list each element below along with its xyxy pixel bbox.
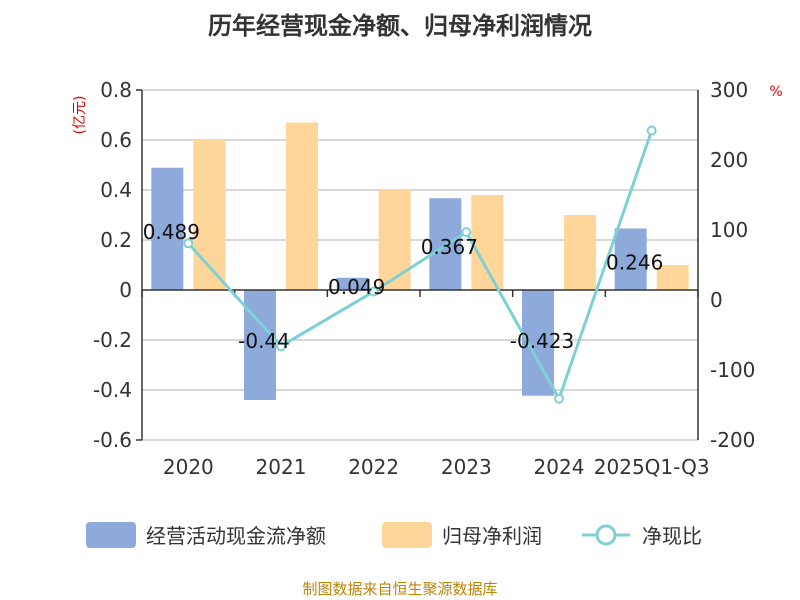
left-tick-label: 0.4	[100, 178, 132, 202]
left-tick-label: 0.6	[100, 128, 132, 152]
x-tick-label: 2020	[163, 455, 214, 479]
left-tick-label: -0.4	[93, 378, 132, 402]
legend-label-cashflow: 经营活动现金流净额	[146, 524, 326, 548]
source-note: 制图数据来自恒生聚源数据库	[302, 580, 497, 598]
legend-label-net-profit: 归母净利润	[442, 524, 542, 548]
ratio-point	[646, 125, 657, 136]
bar-net-profit	[564, 215, 596, 290]
right-tick-label: -100	[710, 358, 755, 382]
x-tick-label: 2023	[441, 455, 492, 479]
left-tick-label: -0.2	[93, 328, 132, 352]
chart-title: 历年经营现金净额、归母净利润情况	[208, 12, 592, 40]
left-tick-label: 0.8	[100, 78, 132, 102]
x-tick-label: 2025Q1-Q3	[594, 455, 710, 479]
x-tick-label: 2022	[348, 455, 399, 479]
bar-net-profit	[656, 265, 689, 290]
left-axis-unit: (亿元)	[72, 96, 88, 135]
right-tick-label: -200	[710, 428, 755, 452]
data-label-cashflow: 0.049	[328, 275, 385, 299]
right-tick-label: 200	[710, 148, 748, 172]
bar-net-profit	[378, 190, 411, 290]
legend-swatch-net-profit	[382, 522, 432, 548]
right-axis-unit: %	[769, 84, 782, 100]
legend-marker-ratio	[595, 524, 617, 546]
data-label-cashflow: 0.246	[606, 250, 663, 274]
ratio-line	[183, 125, 657, 404]
right-tick-label: 0	[710, 288, 723, 312]
ratio-point	[554, 393, 564, 404]
ratio-point	[368, 286, 379, 297]
bar-cashflow	[336, 277, 369, 290]
legend-label-ratio: 净现比	[642, 524, 702, 548]
legend-swatch-cashflow	[86, 522, 136, 548]
bar-cashflow	[614, 228, 647, 290]
bar-net-profit	[471, 195, 504, 290]
left-tick-label: 0	[119, 278, 132, 302]
data-label-cashflow: -0.44	[238, 329, 290, 353]
x-tick-label: 2024	[534, 455, 585, 479]
tick-labels: 0.8 0.6 0.4 0.2 0 -0.2 -0.4 -0.6 300 200 100 0 -100 -…	[93, 78, 755, 479]
right-tick-label: 300	[710, 78, 748, 102]
right-tick-label: 100	[710, 218, 748, 242]
data-label-cashflow: -0.423	[510, 329, 574, 353]
gridlines	[142, 89, 698, 441]
legend: 经营活动现金流净额 归母净利润 净现比	[86, 522, 702, 548]
data-label-cashflow: 0.367	[421, 235, 478, 259]
bar-cashflow	[244, 290, 276, 400]
bars	[151, 122, 689, 400]
left-tick-label: 0.2	[100, 228, 132, 252]
bar-cashflow	[151, 167, 184, 290]
ratio-point	[461, 227, 472, 238]
ratio-point	[183, 238, 194, 249]
left-tick-label: -0.6	[93, 428, 132, 452]
ratio-polyline	[187, 130, 654, 403]
axes	[136, 89, 699, 441]
bar-net-profit	[286, 122, 318, 290]
data-label-cashflow: 0.489	[143, 220, 200, 244]
x-tick-label: 2021	[256, 455, 307, 479]
data-labels: 0.489 -0.44 0.049 0.367 -0.423 0.246	[143, 220, 664, 353]
ratio-point	[276, 341, 286, 352]
